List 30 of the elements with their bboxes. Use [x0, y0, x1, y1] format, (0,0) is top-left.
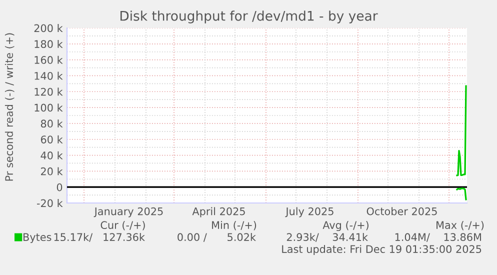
y-tick-label: 160 k	[34, 56, 63, 64]
line-series	[456, 187, 467, 200]
legend-label: Bytes	[24, 233, 52, 244]
y-tick-label: 60 k	[40, 135, 63, 144]
chart-title: Disk throughput for /dev/md1 - by year	[120, 10, 378, 24]
y-tick-label: 20 k	[41, 167, 63, 176]
text: 1.04M/ 13.86M	[395, 233, 481, 242]
text: Avg (-/+)	[322, 220, 368, 232]
y-tick-label: 80 k	[40, 119, 63, 128]
text: Min (-/+)	[212, 220, 256, 230]
text: 2.93k/ 34.41k	[286, 232, 368, 242]
y-tick-label: 120 k	[34, 88, 63, 96]
x-tick-label: July 2025	[285, 207, 334, 218]
text: 15.17k/ 127.36k	[54, 232, 145, 242]
y-tick-label: 40 k	[40, 151, 63, 160]
text: Max (-/+)	[436, 220, 484, 230]
y-tick-label: 100 k	[34, 104, 63, 112]
y-tick-label: 0	[56, 183, 62, 192]
x-tick-label: October 2025	[366, 207, 437, 216]
text: Last update: Fri Dec 19 01:35:00 2025	[282, 244, 482, 256]
y-tick-label: 140 k	[34, 72, 63, 80]
text: 0.00 / 5.02k	[178, 232, 256, 242]
y-axis-title: Pr second read (-) / write (+)	[4, 33, 14, 181]
x-tick-label: January 2025	[94, 207, 163, 218]
y-tick-label: -20 k	[36, 199, 63, 208]
y-tick-label: 200 k	[34, 24, 63, 32]
x-tick-label: April 2025	[192, 207, 245, 218]
y-tick-label: 180 k	[34, 40, 63, 48]
text: Cur (-/+)	[100, 220, 145, 230]
line-series	[456, 85, 467, 176]
